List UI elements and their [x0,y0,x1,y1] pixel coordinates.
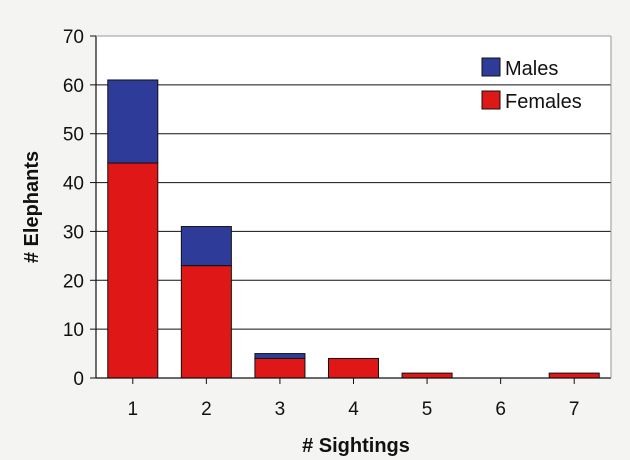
bar-females [401,372,453,379]
bar-females [254,357,306,379]
y-tick-label: 0 [73,369,84,390]
y-axis-ticks: 0 10 20 30 40 50 60 70 [63,27,96,390]
x-axis-title: # Sightings [302,435,410,457]
y-tick-label: 50 [63,125,84,146]
x-tick-label: 7 [569,399,580,420]
legend-label-females: Females [505,91,582,113]
bar-females [107,162,159,379]
legend-label-males: Males [505,58,558,80]
x-tick-label: 1 [127,399,138,420]
bar-males [254,353,306,359]
y-tick-label: 40 [63,174,84,195]
x-tick-label: 2 [201,399,212,420]
y-tick-label: 10 [63,320,84,341]
bar-females [180,265,232,379]
x-tick-label: 4 [348,399,359,420]
x-tick-label: 6 [495,399,506,420]
bar-females [548,372,600,379]
bar-females [327,357,380,379]
y-axis-title: # Elephants [21,151,43,263]
plot-area-background [96,36,611,378]
legend: Males Females [481,57,582,113]
y-tick-label: 60 [63,76,84,97]
x-axis-ticks: 1 2 3 4 5 6 7 [127,378,580,420]
legend-swatch-males [481,57,501,77]
y-tick-label: 30 [63,222,84,243]
x-tick-label: 3 [275,399,286,420]
y-tick-label: 70 [63,27,84,48]
bar-males [180,226,232,267]
legend-swatch-females [481,90,501,110]
x-tick-label: 5 [422,399,433,420]
bar-males [107,79,159,164]
y-tick-label: 20 [63,271,84,292]
